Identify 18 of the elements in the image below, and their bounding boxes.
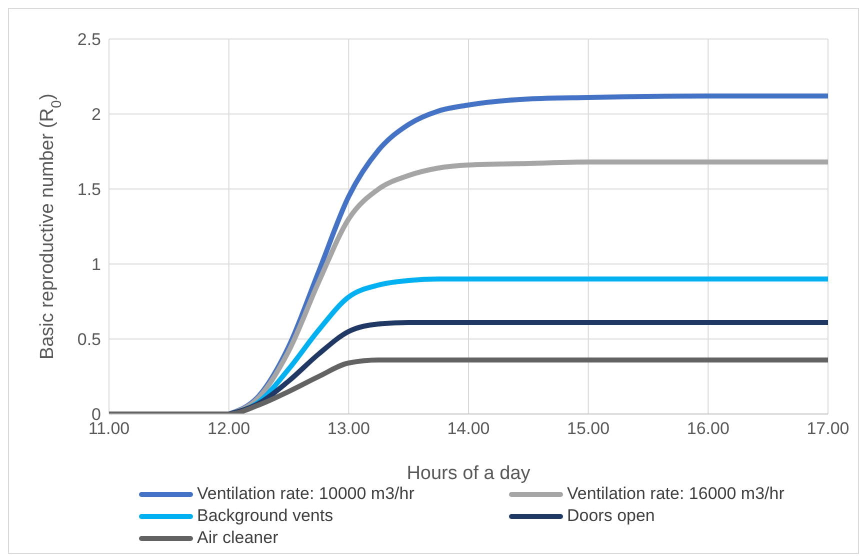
legend-label: Doors open bbox=[567, 506, 655, 526]
y-tick-label: 2 bbox=[92, 105, 101, 124]
x-tick-label: 12.00 bbox=[208, 419, 250, 438]
x-tick-label: 14.00 bbox=[447, 419, 490, 438]
y-tick-label: 1 bbox=[92, 255, 101, 274]
legend-label: Ventilation rate: 10000 m3/hr bbox=[197, 484, 414, 504]
legend-label: Background vents bbox=[197, 506, 334, 526]
y-tick-label: 1.5 bbox=[77, 180, 101, 200]
x-tick-label: 17.00 bbox=[806, 419, 850, 438]
x-tick-label: 11.00 bbox=[88, 419, 130, 438]
x-tick-label: 13.00 bbox=[327, 419, 370, 438]
x-tick-label: 15.00 bbox=[567, 419, 610, 438]
y-tick-label: 2.5 bbox=[77, 30, 101, 50]
legend-label: Ventilation rate: 16000 m3/hr bbox=[567, 484, 784, 504]
x-axis-title: Hours of a day bbox=[406, 463, 531, 484]
y-tick-label: 0.5 bbox=[77, 330, 101, 350]
x-tick-label: 16.00 bbox=[686, 419, 730, 438]
legend-label: Air cleaner bbox=[197, 528, 278, 548]
